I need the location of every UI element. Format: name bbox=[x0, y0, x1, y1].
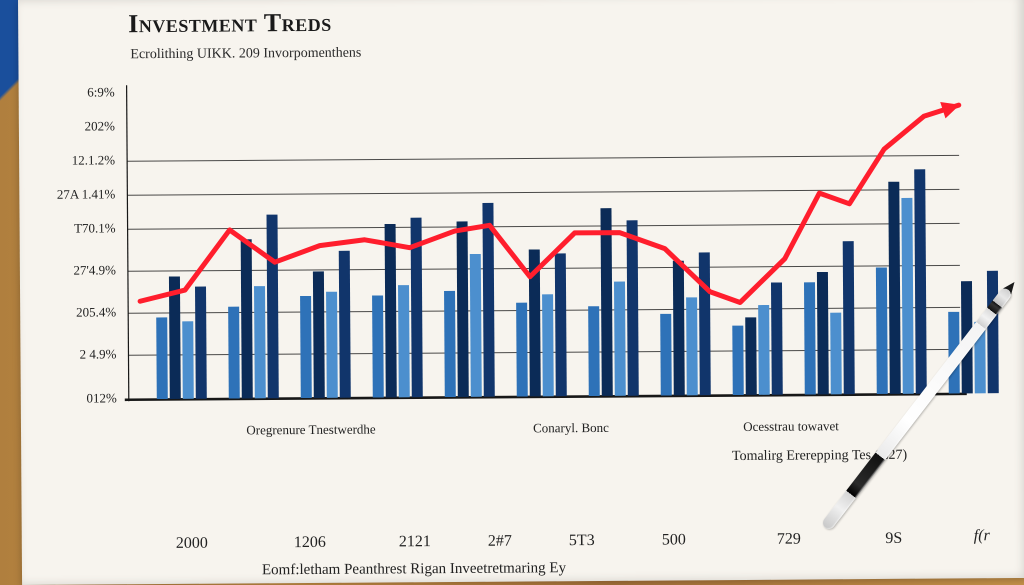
y-tick-label: 202% bbox=[25, 118, 115, 135]
x-tick-label: 2#7 bbox=[488, 533, 512, 551]
x-tick-label: 2000 bbox=[176, 535, 208, 553]
x-tick-label: 1206 bbox=[294, 534, 326, 552]
desk-scene: Investment Treds Ecrolithing UIKK. 209 I… bbox=[0, 0, 1024, 585]
paper-sheet: Investment Treds Ecrolithing UIKK. 209 I… bbox=[18, 0, 1024, 585]
y-tick-label: 205.4% bbox=[26, 304, 116, 321]
bottom-caption: Eomf:letham Peanthrest Rigan Inveetretma… bbox=[262, 560, 566, 579]
y-tick-label: 27A 1.41% bbox=[25, 186, 115, 203]
y-tick-label: T70.1% bbox=[26, 220, 116, 237]
section-label: Ocesstrau towavet bbox=[743, 418, 839, 435]
x-tick-label: 729 bbox=[777, 531, 801, 549]
x-tick-label: 500 bbox=[662, 531, 686, 549]
footer-note: Tomalirg Ererepping Tes (C27) bbox=[732, 448, 907, 465]
y-tick-label: 012% bbox=[27, 390, 117, 407]
x-tick-label: 2121 bbox=[399, 533, 431, 551]
y-tick-label: 6:9% bbox=[25, 84, 115, 101]
x-tick-label: f(r bbox=[974, 527, 990, 545]
section-label: Oregrenure Tnestwerdhe bbox=[246, 422, 375, 439]
y-tick-label: 2 4.9% bbox=[26, 346, 116, 363]
x-tick-label: 5T3 bbox=[569, 532, 595, 550]
y-tick-label: 27'4.9% bbox=[26, 262, 116, 279]
section-label: Conaryl. Bonc bbox=[533, 420, 609, 437]
y-tick-label: 12.1.2% bbox=[25, 152, 115, 169]
investment-chart bbox=[18, 0, 1024, 585]
x-tick-label: 9S bbox=[885, 530, 902, 548]
